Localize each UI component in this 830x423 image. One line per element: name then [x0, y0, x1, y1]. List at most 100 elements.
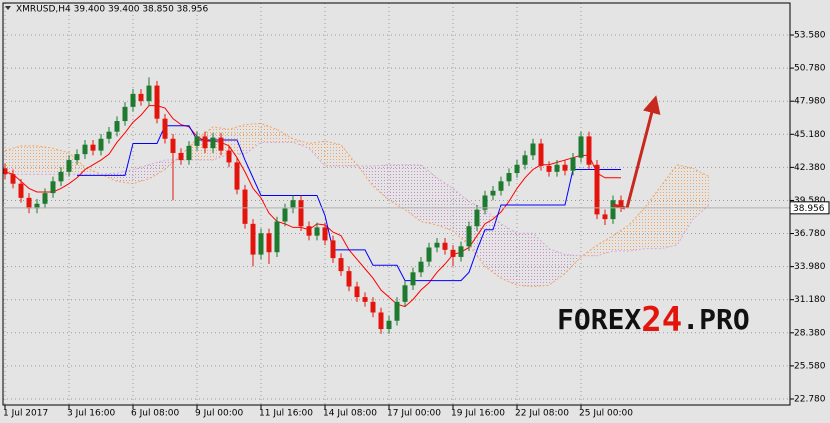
candle-body: [82, 144, 88, 155]
x-tick-label: 9 Jul 00:00: [195, 409, 244, 419]
candle-body: [610, 200, 616, 220]
plot-area: [2, 3, 790, 405]
candle-body: [202, 136, 208, 149]
y-tick-label: 42.380: [794, 163, 826, 173]
candle-body: [346, 271, 352, 287]
cloud-segment: [261, 123, 277, 143]
cloud-segment: [613, 225, 629, 252]
candle-body: [474, 209, 480, 227]
candle-body: [122, 106, 128, 122]
forecast-arrow: [625, 95, 661, 209]
indicator-line: [4, 105, 621, 308]
watermark-part: 24: [641, 300, 682, 340]
candle-body: [618, 200, 624, 208]
cloud-segment: [517, 233, 533, 287]
cloud-segment: [405, 164, 421, 222]
candle-body: [242, 189, 248, 224]
candle-body: [482, 195, 488, 210]
candle-body: [362, 297, 368, 302]
candle-body: [146, 85, 152, 101]
y-tick-label: 33.980: [794, 262, 826, 272]
indicator-line: [77, 125, 621, 282]
watermark-part: FOREX: [557, 303, 641, 336]
candle-body: [530, 143, 536, 156]
cloud-segment: [229, 124, 245, 155]
candle-body: [354, 286, 360, 298]
candle-body: [538, 143, 544, 166]
candle-body: [410, 272, 416, 286]
candle-body: [594, 164, 600, 215]
cloud-segment: [453, 188, 469, 246]
y-tick-label: 39.580: [794, 196, 826, 206]
x-tick-label: 22 Jul 08:00: [515, 409, 569, 419]
candle-body: [234, 162, 240, 190]
candle-body: [498, 181, 504, 191]
x-tick-label: 14 Jul 08:00: [323, 409, 377, 419]
candle-body: [282, 208, 288, 222]
chart-title: XMRUSD,H4 39.400 39.400 38.850 38.956: [16, 5, 208, 15]
cloud-segment: [293, 138, 309, 149]
candle-body: [186, 145, 192, 161]
y-tick-label: 53.580: [794, 31, 826, 41]
candle-body: [194, 136, 200, 146]
y-tick-label: 36.780: [794, 229, 826, 239]
x-tick-label: 25 Jul 00:00: [579, 409, 633, 419]
cloud-segment: [53, 148, 69, 175]
candle-body: [418, 261, 424, 273]
candle-body: [130, 93, 136, 107]
cloud-segment: [501, 223, 517, 286]
cloud-segment: [5, 145, 21, 175]
candle-body: [170, 138, 176, 153]
candle-body: [586, 136, 592, 165]
candle-body: [402, 285, 408, 302]
candle-body: [330, 240, 336, 259]
candle-body: [490, 190, 496, 196]
cloud-segment: [373, 164, 389, 201]
candle-body: [602, 214, 608, 220]
cloud-segment: [149, 160, 165, 179]
candle-body: [58, 171, 64, 182]
candle-body: [26, 197, 32, 209]
y-tick-label: 28.380: [794, 328, 826, 338]
candle-body: [266, 233, 272, 253]
candle-body: [506, 173, 512, 182]
candle-body: [154, 85, 160, 119]
cloud-segment: [277, 129, 293, 143]
candle-body: [426, 247, 432, 262]
cloud-segment: [437, 177, 453, 231]
y-tick-label: 25.580: [794, 361, 826, 371]
candle-body: [514, 164, 520, 174]
x-tick-label: 19 Jul 16:00: [451, 409, 505, 419]
candle-body: [386, 320, 392, 330]
cloud-segment: [133, 164, 149, 184]
candle-body: [258, 233, 264, 255]
watermark: FOREX24.PRO: [557, 300, 750, 340]
cloud-segment: [85, 167, 101, 175]
y-tick-label: 31.180: [794, 295, 826, 305]
candle-body: [274, 221, 280, 253]
candle-body: [442, 242, 448, 250]
cloud-segment: [645, 186, 661, 249]
candle-body: [394, 301, 400, 321]
candle-body: [138, 93, 144, 101]
x-tick-label: 1 Jul 2017: [3, 409, 48, 419]
cloud-line: [4, 122, 710, 287]
x-tick-label: 11 Jul 16:00: [259, 409, 313, 419]
y-tick-label: 22.780: [794, 394, 826, 404]
candle-body: [34, 203, 40, 209]
candle-body: [298, 200, 304, 227]
cloud-segment: [485, 209, 501, 279]
candle-body: [210, 137, 216, 149]
candle-body: [18, 183, 24, 198]
x-tick-label: 17 Jul 00:00: [387, 409, 441, 419]
cloud-segment: [309, 141, 325, 166]
candle-body: [546, 165, 552, 172]
cloud-segment: [533, 233, 549, 287]
symbol-icon: [5, 6, 11, 10]
candle-body: [338, 258, 344, 272]
candle-body: [178, 152, 184, 161]
y-tick-label: 45.180: [794, 130, 826, 140]
candle-body: [98, 138, 104, 151]
candle-body: [290, 200, 296, 209]
